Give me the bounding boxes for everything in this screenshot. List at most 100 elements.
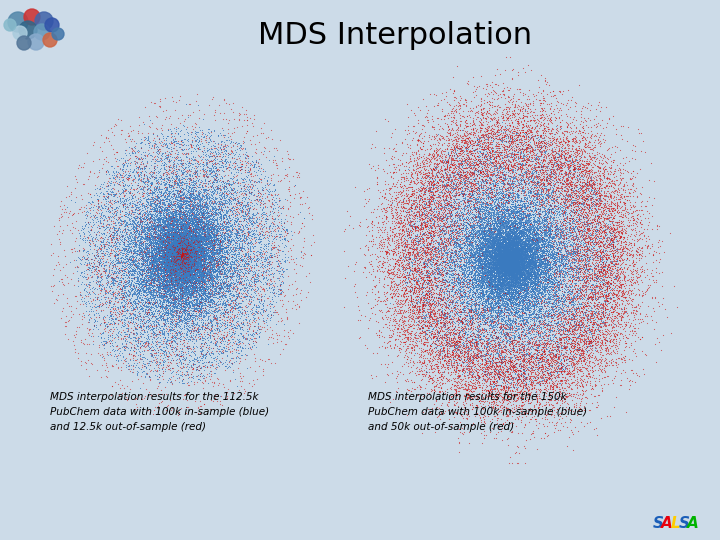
Point <box>628 284 639 292</box>
Point <box>532 162 544 171</box>
Point <box>498 136 509 144</box>
Point <box>178 271 189 280</box>
Point <box>163 251 174 259</box>
Point <box>508 259 519 267</box>
Point <box>187 260 199 269</box>
Point <box>516 205 527 213</box>
Point <box>173 251 184 259</box>
Point <box>472 354 483 362</box>
Point <box>494 171 505 180</box>
Point <box>471 267 482 276</box>
Point <box>525 279 536 288</box>
Point <box>545 282 557 291</box>
Point <box>444 333 455 342</box>
Point <box>458 260 469 269</box>
Point <box>178 242 189 251</box>
Point <box>563 306 575 314</box>
Point <box>506 261 518 269</box>
Point <box>163 329 175 338</box>
Point <box>503 213 514 222</box>
Point <box>569 256 580 265</box>
Point <box>500 361 512 370</box>
Point <box>493 264 505 273</box>
Point <box>139 207 150 216</box>
Point <box>539 227 551 236</box>
Point <box>503 251 514 260</box>
Point <box>521 289 533 298</box>
Point <box>151 196 163 205</box>
Point <box>234 305 246 314</box>
Point <box>505 149 517 158</box>
Point <box>505 255 516 264</box>
Point <box>416 251 428 259</box>
Point <box>81 233 93 241</box>
Point <box>628 267 639 276</box>
Point <box>500 265 512 273</box>
Point <box>474 167 486 176</box>
Point <box>515 256 526 265</box>
Point <box>510 238 522 246</box>
Point <box>522 302 534 311</box>
Point <box>510 205 521 213</box>
Point <box>181 283 193 292</box>
Point <box>594 287 606 296</box>
Point <box>189 269 200 278</box>
Point <box>131 146 143 155</box>
Point <box>237 244 248 252</box>
Point <box>559 257 570 266</box>
Point <box>176 249 187 258</box>
Point <box>543 275 554 284</box>
Point <box>275 259 287 268</box>
Point <box>154 266 166 274</box>
Point <box>511 129 523 137</box>
Point <box>505 238 516 246</box>
Point <box>284 252 296 260</box>
Point <box>527 165 539 174</box>
Point <box>459 241 471 249</box>
Point <box>402 212 413 220</box>
Point <box>175 370 186 379</box>
Point <box>517 295 528 304</box>
Point <box>492 235 504 244</box>
Point <box>443 228 454 237</box>
Point <box>469 268 481 276</box>
Point <box>593 198 605 207</box>
Point <box>174 263 186 272</box>
Point <box>161 190 172 199</box>
Point <box>170 240 181 248</box>
Point <box>420 321 432 329</box>
Point <box>235 256 246 265</box>
Point <box>170 229 181 238</box>
Point <box>459 385 470 394</box>
Point <box>498 244 510 253</box>
Point <box>516 305 528 314</box>
Point <box>161 242 173 251</box>
Point <box>158 248 170 257</box>
Point <box>503 257 515 266</box>
Point <box>477 277 489 286</box>
Point <box>513 266 524 274</box>
Point <box>543 288 554 296</box>
Point <box>171 240 182 249</box>
Point <box>108 299 120 307</box>
Point <box>456 171 467 179</box>
Point <box>503 262 514 271</box>
Point <box>395 213 406 221</box>
Point <box>570 233 582 241</box>
Point <box>431 316 442 325</box>
Point <box>70 292 81 300</box>
Point <box>174 233 185 241</box>
Point <box>520 268 531 276</box>
Point <box>189 221 200 230</box>
Point <box>140 199 151 208</box>
Point <box>519 231 531 240</box>
Point <box>474 171 485 180</box>
Point <box>178 294 189 302</box>
Point <box>171 262 182 271</box>
Point <box>207 242 219 251</box>
Point <box>84 264 96 273</box>
Point <box>435 149 446 158</box>
Point <box>90 189 102 198</box>
Point <box>179 251 190 259</box>
Point <box>501 273 513 281</box>
